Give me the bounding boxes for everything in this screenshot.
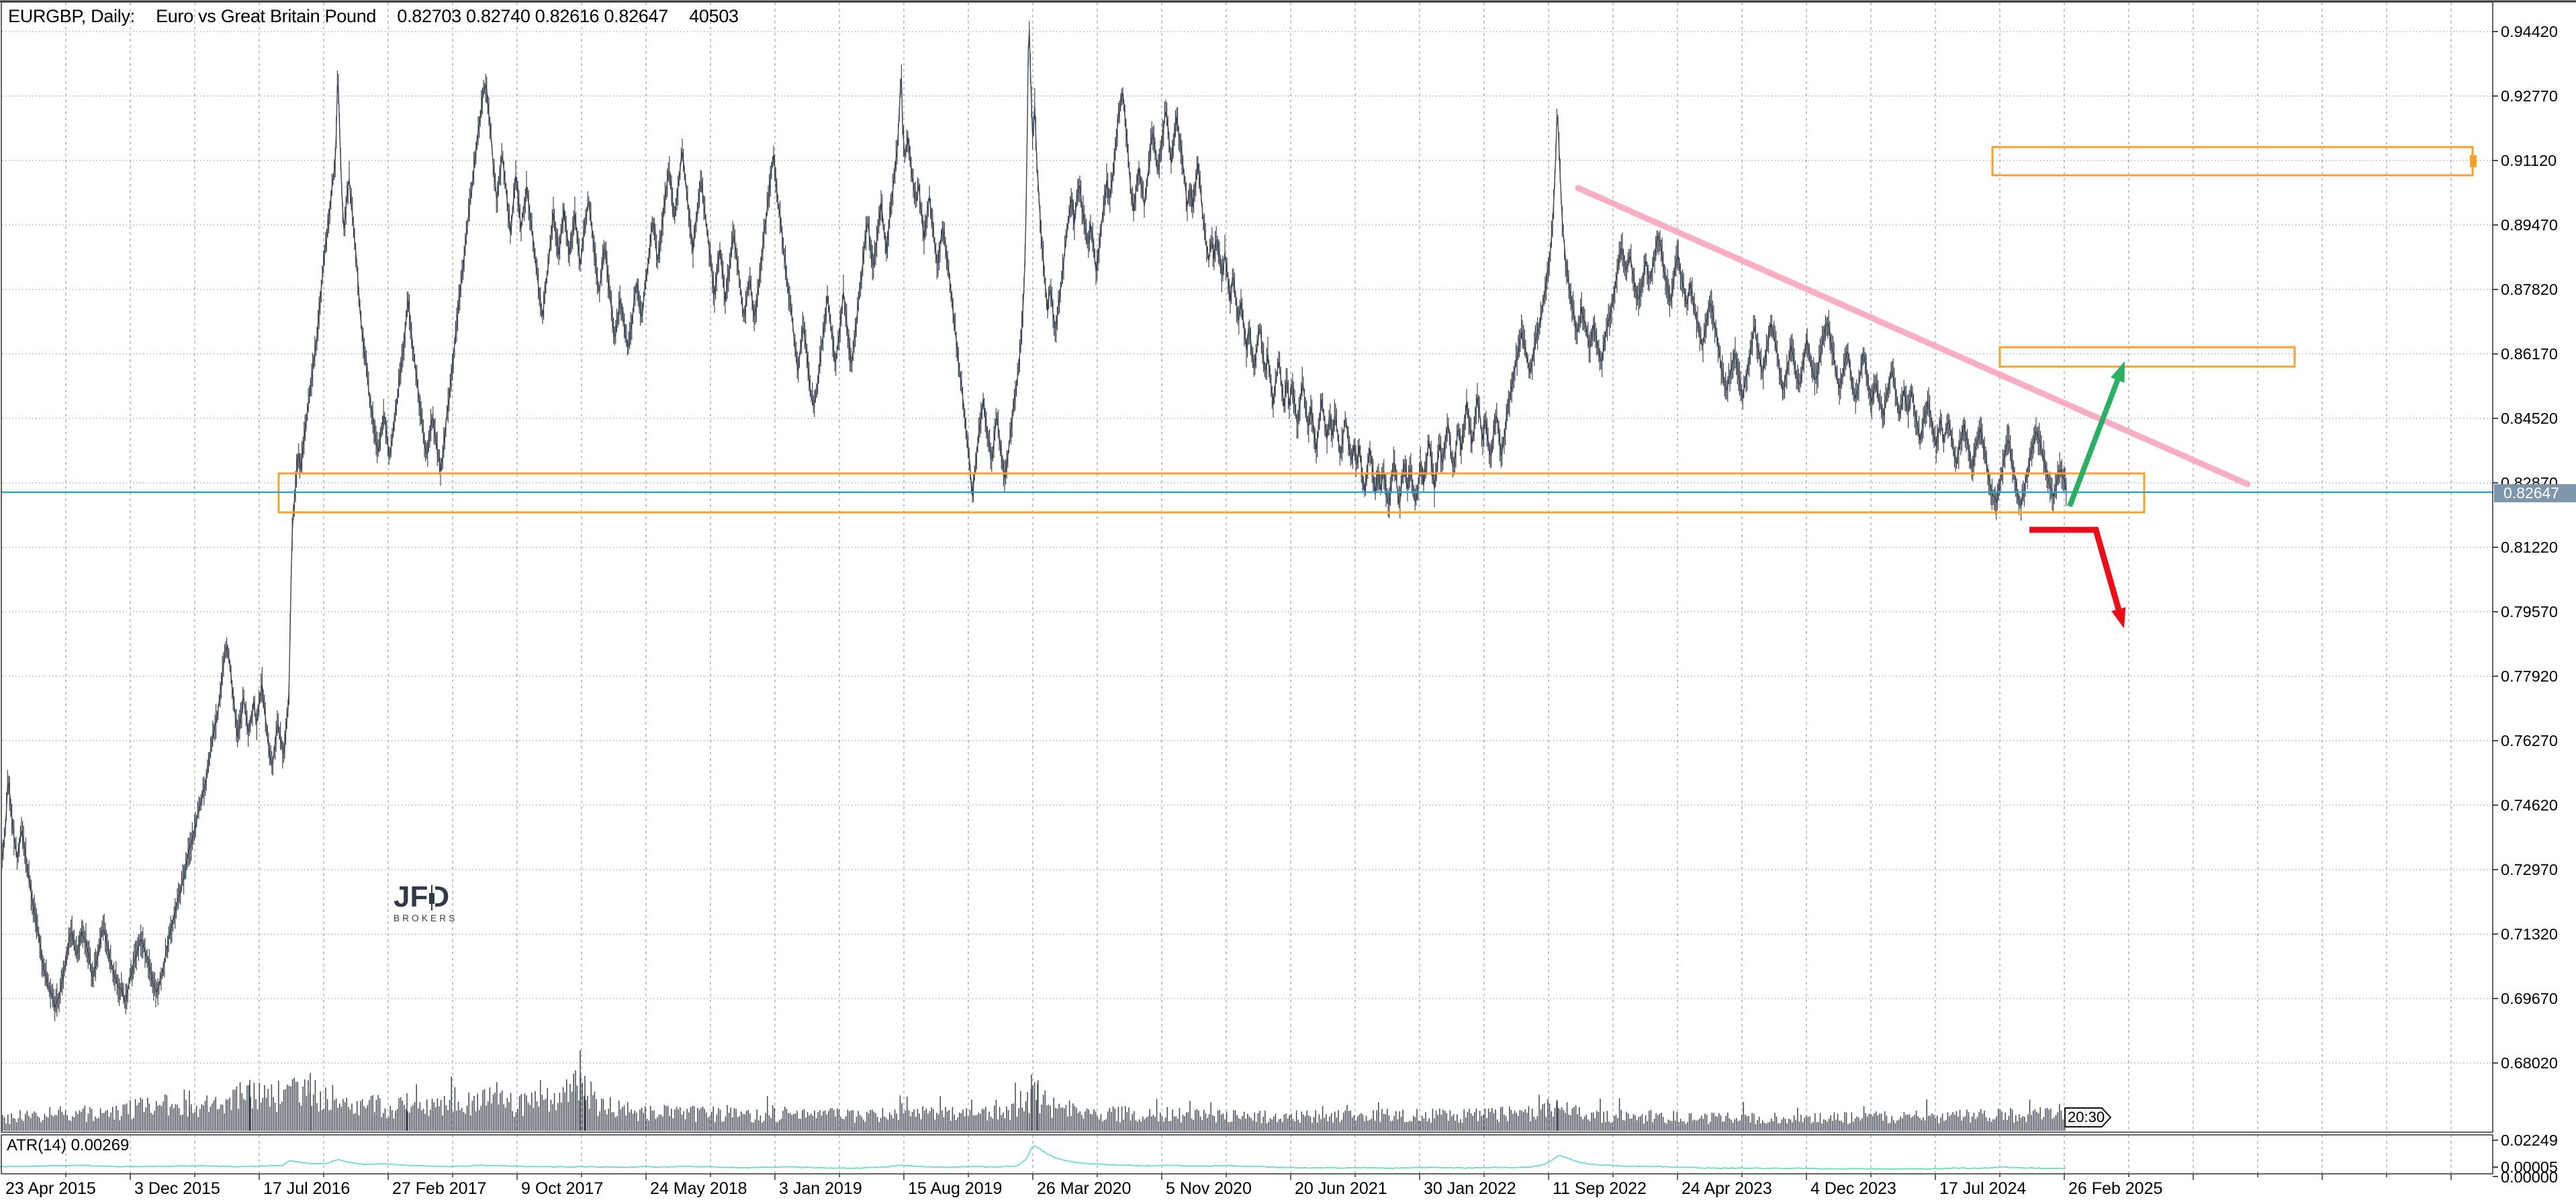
atr-line <box>0 1145 2066 1170</box>
date-axis-label[interactable]: 3 Jan 2019 <box>779 1179 862 1198</box>
main-pane-border <box>1 1 2493 1133</box>
date-axis-label[interactable]: 17 Jul 2024 <box>1939 1179 2027 1198</box>
descending-trendline[interactable] <box>1575 185 2251 488</box>
price-axis-label: 0.74620 <box>2501 796 2558 814</box>
volume-bars <box>2 1050 2066 1131</box>
atr-axis-label: 0.00005 <box>2501 1158 2558 1176</box>
date-axis-label[interactable]: 23 Apr 2015 <box>5 1179 96 1198</box>
ohlc-values: 0.82703 0.82740 0.82616 0.82647 <box>397 6 668 26</box>
price-axis-label: 0.79570 <box>2501 603 2558 620</box>
logo-candle-body-icon <box>429 893 434 904</box>
date-axis-label[interactable]: 9 Oct 2017 <box>521 1179 604 1198</box>
price-path <box>2 21 2067 1021</box>
price-axis-label: 0.71320 <box>2501 925 2558 943</box>
indicator-label: ATR(14) 0.00269 <box>7 1136 130 1154</box>
broker-logo-text: JFD <box>394 880 450 913</box>
date-axis-label[interactable]: 26 Mar 2020 <box>1037 1179 1132 1198</box>
price-axis-label: 0.72970 <box>2501 861 2558 878</box>
date-axis-label[interactable]: 11 Sep 2022 <box>1553 1179 1647 1198</box>
date-axis-label[interactable]: 26 Feb 2025 <box>2068 1179 2163 1198</box>
broker-subtitle: BROKERS <box>394 913 458 923</box>
instrument-name-label: Euro vs Great Britain Pound <box>156 6 377 26</box>
date-axis-label[interactable]: 24 Apr 2023 <box>1682 1179 1772 1198</box>
price-range-bars <box>2 21 2067 1021</box>
session-flag-shape[interactable] <box>2064 1107 2112 1127</box>
date-axis-label[interactable]: 3 Dec 2015 <box>134 1179 220 1198</box>
atr-indicator-line <box>0 1145 2066 1170</box>
resistance-zone-mid[interactable] <box>1998 346 2296 368</box>
date-axis-label[interactable]: 30 Jan 2022 <box>1424 1179 1516 1198</box>
date-axis-label[interactable]: 24 May 2018 <box>650 1179 747 1198</box>
price-axis-label: 0.76270 <box>2501 732 2558 749</box>
price-axis-label: 0.81220 <box>2501 539 2558 556</box>
bullish-arrow-head[interactable] <box>2111 361 2125 383</box>
price-axis-label: 0.92770 <box>2501 87 2558 105</box>
tick-volume-value: 40503 <box>689 6 739 26</box>
date-axis-label[interactable]: 27 Feb 2017 <box>392 1179 487 1198</box>
volume-bars-path <box>2 1050 2066 1131</box>
price-axis-label: 0.68020 <box>2501 1054 2558 1072</box>
grid-layer <box>2 3 2491 1180</box>
date-axis-label[interactable]: 15 Aug 2019 <box>908 1179 1003 1198</box>
indicator-pane-border <box>1 1134 2493 1174</box>
resistance-zone-upper-handle[interactable] <box>2470 155 2477 167</box>
chart-title: EURGBP, Daily: Euro vs Great Britain Pou… <box>8 6 739 27</box>
symbol-period-label: EURGBP, Daily: <box>8 6 135 26</box>
price-axis-label: 0.86170 <box>2501 345 2558 363</box>
broker-watermark: JFD BROKERS <box>394 880 458 924</box>
drawn-objects-layer <box>1 146 2493 1127</box>
price-axis-label: 0.94420 <box>2501 23 2558 40</box>
price-axis-label: 0.69670 <box>2501 990 2558 1007</box>
price-axis-label: 0.87820 <box>2501 281 2558 298</box>
price-close-line <box>2 30 2067 1010</box>
price-axis-label: 0.77920 <box>2501 667 2558 685</box>
date-axis-label[interactable]: 20 Jun 2021 <box>1295 1179 1387 1198</box>
current-price-badge: 0.82647 <box>2494 484 2576 502</box>
bearish-arrow-head[interactable] <box>2111 607 2126 629</box>
price-axis-label: 0.89470 <box>2501 216 2558 234</box>
date-axis-label[interactable]: 17 Jul 2016 <box>263 1179 351 1198</box>
atr-axis-label: 0.00000 <box>2501 1168 2558 1186</box>
atr-axis-label: 0.02249 <box>2501 1132 2558 1149</box>
session-time-flag: 20:30 <box>2068 1109 2105 1125</box>
date-axis-label[interactable]: 4 Dec 2023 <box>1810 1179 1896 1198</box>
date-axis-label[interactable]: 5 Nov 2020 <box>1166 1179 1252 1198</box>
price-axis-label: 0.91120 <box>2501 152 2557 169</box>
bearish-arrow[interactable] <box>2029 526 2122 610</box>
bullish-arrow[interactable] <box>2067 379 2121 508</box>
price-axis-label: 0.84520 <box>2501 410 2558 427</box>
